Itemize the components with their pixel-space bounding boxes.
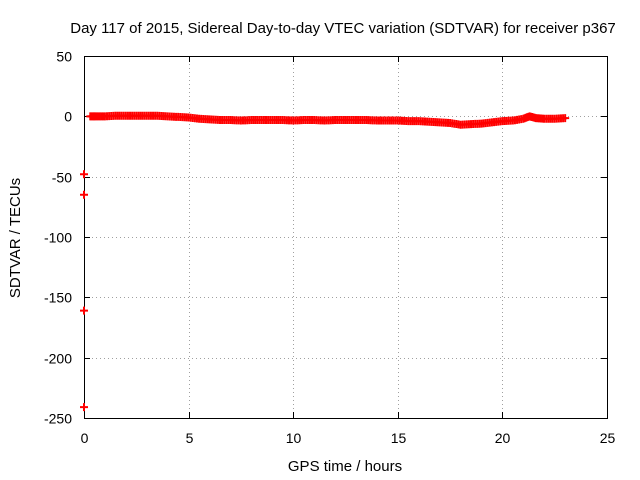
x-tick-label: 20 xyxy=(495,430,511,446)
x-tick-label: 0 xyxy=(81,430,89,446)
x-tick-label: 10 xyxy=(286,430,302,446)
x-tick-label: 15 xyxy=(391,430,407,446)
y-axis-label: SDTVAR / TECUs xyxy=(7,178,24,298)
y-tick-label: -50 xyxy=(52,170,72,186)
data-series xyxy=(80,111,570,412)
y-tick-label: 50 xyxy=(56,49,72,65)
data-point xyxy=(80,190,88,199)
data-point xyxy=(80,306,88,315)
y-tick-label: -150 xyxy=(44,290,72,306)
y-tick-label: -200 xyxy=(44,351,72,367)
y-tick-label: -100 xyxy=(44,230,72,246)
data-point xyxy=(80,170,88,179)
x-tick-label: 5 xyxy=(186,430,194,446)
data-point xyxy=(80,403,88,412)
grid-lines xyxy=(84,56,607,418)
y-tick-label: -250 xyxy=(44,411,72,427)
chart-title: Day 117 of 2015, Sidereal Day-to-day VTE… xyxy=(70,20,616,37)
x-axis-label: GPS time / hours xyxy=(288,458,402,475)
data-point xyxy=(561,114,570,123)
plot-frame xyxy=(84,56,608,419)
axis-ticks: 0 5 10 15 20 25 50 0 -50 -100 -150 -200 -250 xyxy=(44,49,616,447)
y-tick-label: 0 xyxy=(64,109,72,125)
x-tick-label: 25 xyxy=(600,430,616,446)
